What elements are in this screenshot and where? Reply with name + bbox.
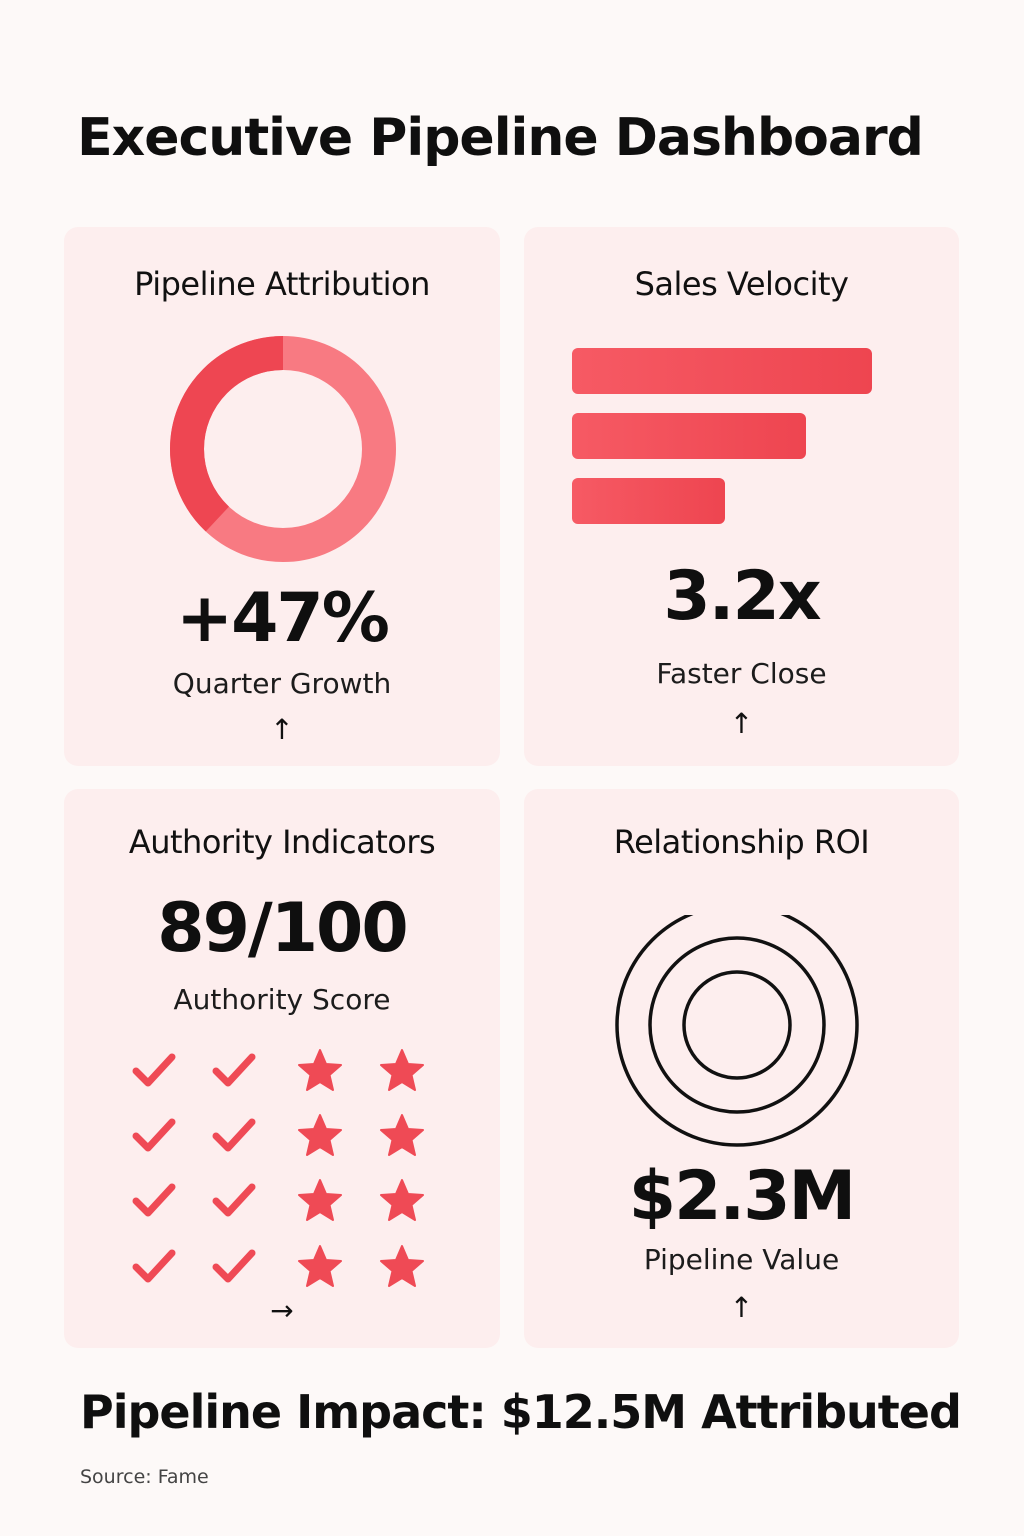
star-icon (296, 1047, 344, 1095)
star-icon (378, 1047, 426, 1095)
check-icon (210, 1047, 258, 1095)
star-icon (378, 1177, 426, 1225)
check-icon (210, 1243, 258, 1291)
card-title: Sales Velocity (634, 265, 849, 303)
star-icon (296, 1177, 344, 1225)
check-icon (130, 1243, 178, 1291)
check-icon (130, 1112, 178, 1160)
velocity-bar (572, 348, 872, 394)
authority-indicators-card: Authority Indicators 89/100 Authority Sc… (64, 789, 500, 1348)
source-note: Source: Fame (80, 1466, 209, 1488)
velocity-bar (572, 413, 806, 459)
pipeline-attribution-card: Pipeline Attribution +47% Quarter Growth… (64, 227, 500, 766)
velocity-label: Faster Close (656, 657, 827, 690)
check-icon (130, 1177, 178, 1225)
arrow-up-icon: ↑ (729, 1291, 754, 1324)
roi-label: Pipeline Value (643, 1243, 840, 1276)
sales-velocity-card: Sales Velocity 3.2x Faster Close ↑ (524, 227, 959, 766)
arrow-up-icon: ↑ (729, 707, 754, 740)
growth-metric: +47% (176, 579, 390, 658)
check-icon (130, 1047, 178, 1095)
card-title: Relationship ROI (613, 823, 870, 861)
check-icon (210, 1112, 258, 1160)
footer-headline: Pipeline Impact: $12.5M Attributed (80, 1385, 962, 1439)
page-title: Executive Pipeline Dashboard (77, 108, 924, 168)
arrow-right-icon: → (270, 1294, 294, 1327)
authority-label: Authority Score (173, 983, 391, 1016)
roi-metric: $2.3M (628, 1157, 856, 1236)
card-title: Pipeline Attribution (134, 265, 430, 303)
middle-ring (648, 936, 826, 1114)
growth-label: Quarter Growth (172, 667, 392, 700)
outer-ring (615, 915, 859, 1147)
relationship-roi-card: Relationship ROI $2.3M Pipeline Value ↑ (524, 789, 959, 1348)
card-title: Authority Indicators (128, 823, 436, 861)
velocity-bar (572, 478, 725, 524)
check-icon (210, 1177, 258, 1225)
star-icon (378, 1243, 426, 1291)
donut-chart-icon (170, 336, 396, 562)
inner-ring (682, 970, 792, 1080)
target-rings-icon (615, 915, 859, 1147)
star-icon (378, 1112, 426, 1160)
authority-metric: 89/100 (157, 889, 408, 968)
arrow-up-icon: ↑ (270, 713, 294, 746)
star-icon (296, 1112, 344, 1160)
velocity-metric: 3.2x (663, 557, 821, 636)
donut-segment (170, 336, 396, 562)
indicator-icon-grid (130, 1047, 450, 1287)
star-icon (296, 1243, 344, 1291)
